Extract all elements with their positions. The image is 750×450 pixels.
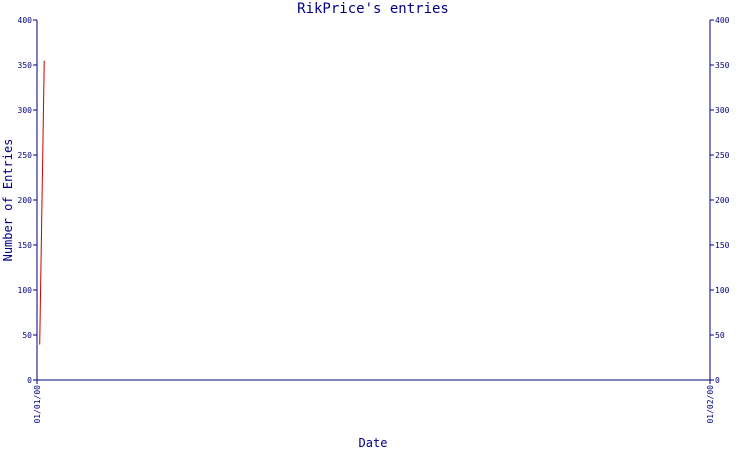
y-tick-label-left: 0 — [27, 376, 32, 385]
y-tick-label-right: 0 — [715, 376, 720, 385]
y-ticks-right: 0 50 100 150 200 250 300 350 400 — [710, 16, 730, 385]
data-point — [43, 60, 45, 63]
y-tick-label-right: 400 — [715, 16, 730, 25]
plot-area: 0 50 100 150 200 250 300 350 400 0 50 100 150 200 250… — [18, 16, 730, 424]
y-tick-label-left: 200 — [18, 196, 33, 205]
y-tick-label-left: 250 — [18, 151, 33, 160]
data-point — [39, 343, 41, 345]
y-tick-label-right: 250 — [715, 151, 730, 160]
y-tick-label-left: 150 — [18, 241, 33, 250]
y-axis-label: Number of Entries — [1, 139, 15, 262]
y-tick-label-right: 300 — [715, 106, 730, 115]
chart-title: RikPrice's entries — [297, 1, 449, 17]
x-axis-label: Date — [359, 436, 388, 450]
y-ticks-left: 0 50 100 150 200 250 300 350 400 — [18, 16, 37, 385]
y-tick-label-right: 200 — [715, 196, 730, 205]
y-tick-label-right: 150 — [715, 241, 730, 250]
x-tick-label: 01/02/00 — [706, 385, 715, 424]
y-tick-label-left: 50 — [22, 331, 32, 340]
series-group — [39, 60, 45, 345]
y-tick-label-left: 400 — [18, 16, 33, 25]
x-tick-label: 01/01/00 — [33, 385, 42, 424]
series-line — [39, 61, 45, 345]
y-tick-label-left: 350 — [18, 61, 33, 70]
y-tick-label-left: 300 — [18, 106, 33, 115]
y-tick-label-right: 50 — [715, 331, 725, 340]
y-tick-label-right: 100 — [715, 286, 730, 295]
y-tick-label-right: 350 — [715, 61, 730, 70]
x-ticks: 01/01/00 01/02/00 — [33, 380, 715, 424]
y-tick-label-left: 100 — [18, 286, 33, 295]
